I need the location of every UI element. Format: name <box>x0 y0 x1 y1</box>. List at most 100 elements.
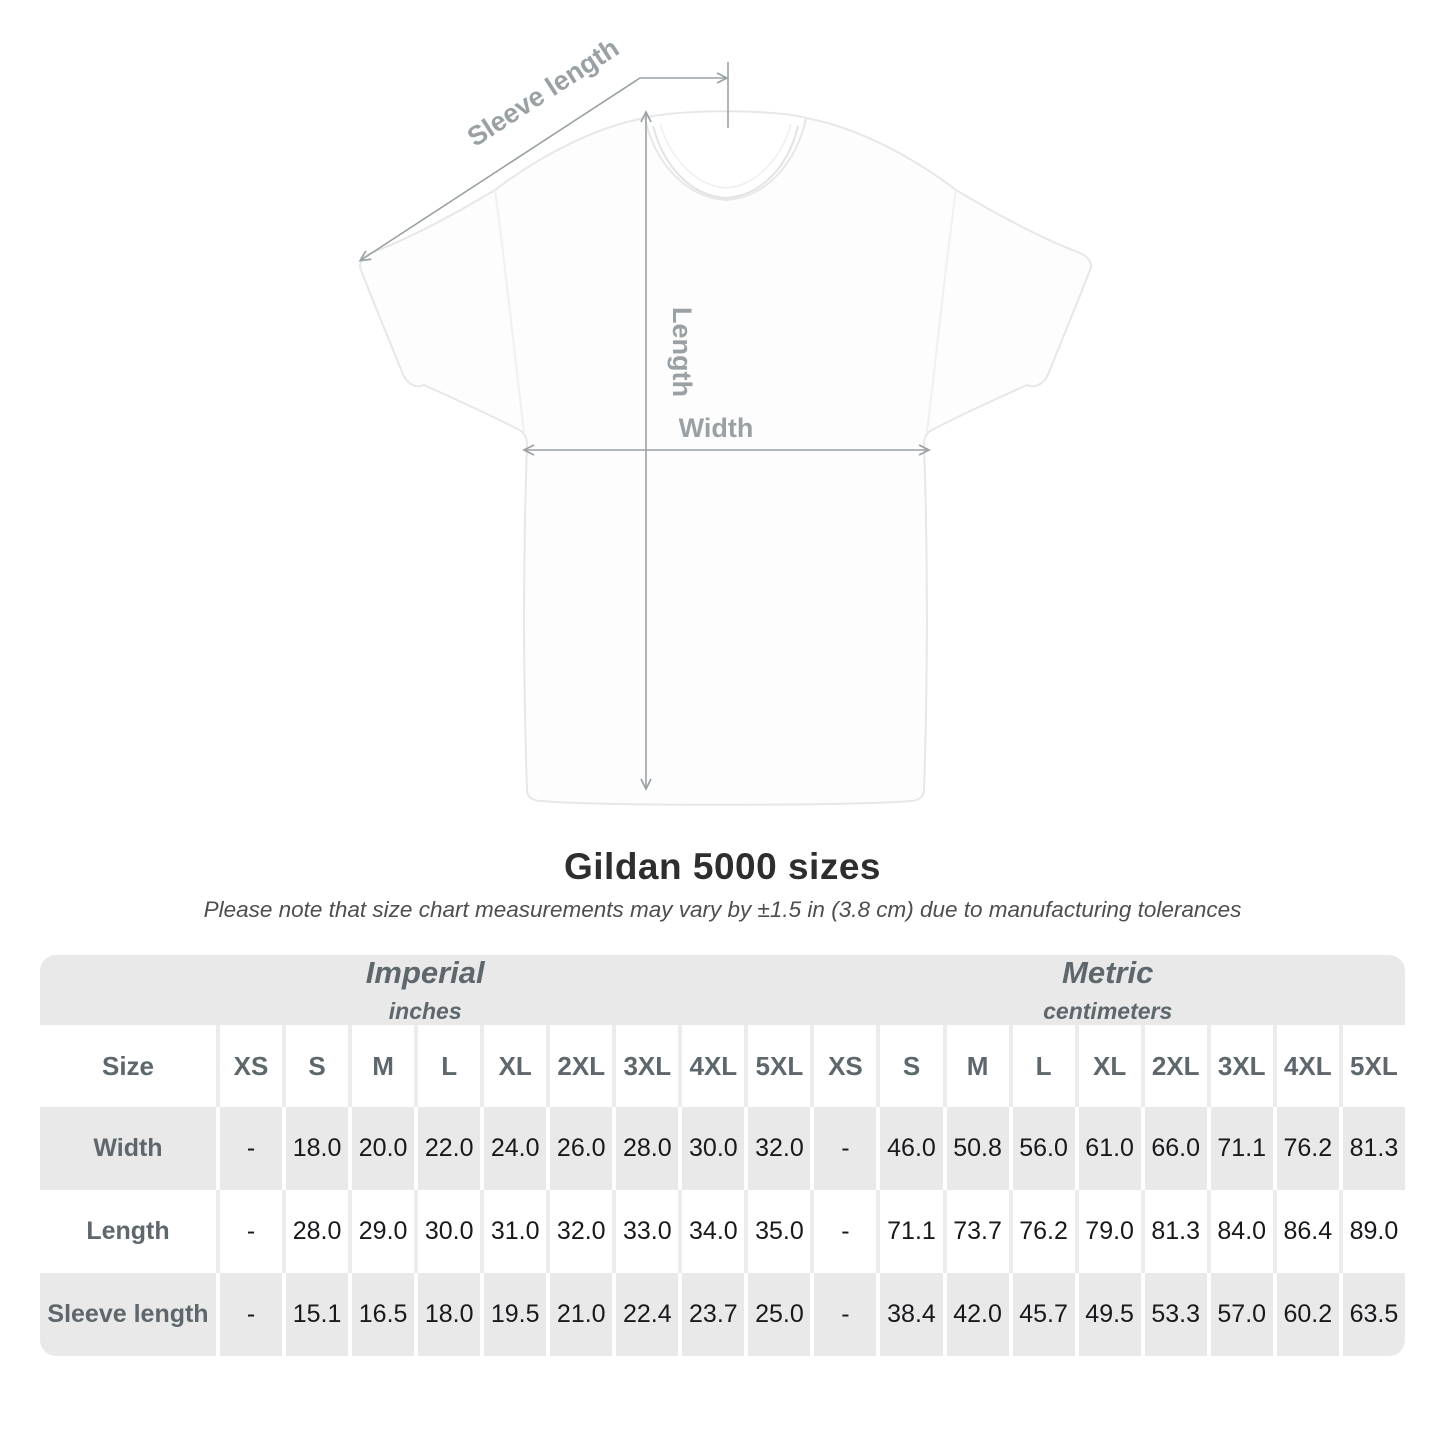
size-col-header: XL <box>1074 1025 1141 1107</box>
width-label: Width <box>679 413 754 443</box>
size-col-header: 4XL <box>678 1025 745 1107</box>
measurement-value-cell: 84.0 <box>1206 1190 1273 1273</box>
length-label: Length <box>667 307 697 397</box>
measurement-value-cell: - <box>216 1190 283 1273</box>
measurement-value-cell: 33.0 <box>612 1190 679 1273</box>
measurement-value-cell: 26.0 <box>546 1107 613 1190</box>
measurement-row-label: Length <box>40 1190 216 1273</box>
measurement-value-cell: 66.0 <box>1140 1107 1207 1190</box>
measurement-value-cell: 53.3 <box>1140 1273 1207 1356</box>
tshirt-measurement-diagram: Sleeve length Length Width <box>358 32 1092 806</box>
size-col-header: XS <box>216 1025 283 1107</box>
size-header-row: Size XS S M L XL 2XL 3XL 4XL 5XL XS S M L XL 2XL 3XL 4XL… <box>40 1025 1405 1107</box>
measurement-value-cell: 15.1 <box>282 1273 349 1356</box>
size-column-header: Size <box>40 1025 216 1107</box>
measurement-value-cell: 76.2 <box>1008 1190 1075 1273</box>
measurement-value-cell: 30.0 <box>414 1190 481 1273</box>
measurement-value-cell: 42.0 <box>942 1273 1009 1356</box>
metric-group-title: Metric <box>1062 955 1154 990</box>
size-col-header: S <box>282 1025 349 1107</box>
measurement-value-cell: 28.0 <box>612 1107 679 1190</box>
measurement-value-cell: 18.0 <box>282 1107 349 1190</box>
measurement-value-cell: 71.1 <box>1206 1107 1273 1190</box>
unit-group-row: Imperial inches Metric centimeters <box>40 955 1405 1025</box>
measurement-value-cell: 49.5 <box>1074 1273 1141 1356</box>
imperial-group-title: Imperial <box>365 955 485 990</box>
measurement-value-cell: 57.0 <box>1206 1273 1273 1356</box>
sleeve-length-arrow <box>358 72 729 262</box>
measurement-value-cell: 35.0 <box>744 1190 811 1273</box>
imperial-group-unit: inches <box>388 998 462 1024</box>
measurement-value-cell: - <box>216 1273 283 1356</box>
size-col-header: 3XL <box>1206 1025 1273 1107</box>
measurement-value-cell: 38.4 <box>876 1273 943 1356</box>
measurement-value-cell: 50.8 <box>942 1107 1009 1190</box>
tshirt-body <box>359 117 1092 806</box>
size-col-header: XS <box>810 1025 877 1107</box>
measurement-value-cell: 29.0 <box>348 1190 415 1273</box>
size-col-header: S <box>876 1025 943 1107</box>
measurement-value-cell: 16.5 <box>348 1273 415 1356</box>
measurement-value-cell: 73.7 <box>942 1190 1009 1273</box>
measurement-value-cell: 32.0 <box>546 1190 613 1273</box>
page-title: Gildan 5000 sizes <box>563 846 881 887</box>
size-col-header: 2XL <box>1140 1025 1207 1107</box>
size-col-header: L <box>1008 1025 1075 1107</box>
measurement-value-cell: 25.0 <box>744 1273 811 1356</box>
size-col-header: XL <box>480 1025 547 1107</box>
size-col-header: 2XL <box>546 1025 613 1107</box>
tshirt-right-sleeve-seam <box>926 189 957 433</box>
measurement-row-label: Width <box>40 1107 216 1190</box>
measurement-value-cell: - <box>810 1273 877 1356</box>
size-col-header: 5XL <box>744 1025 811 1107</box>
measurement-value-cell: - <box>810 1107 877 1190</box>
measurement-value-cell: 32.0 <box>744 1107 811 1190</box>
measurement-value-cell: 22.4 <box>612 1273 679 1356</box>
measurement-value-cell: 89.0 <box>1338 1190 1405 1273</box>
measurement-value-cell: 30.0 <box>678 1107 745 1190</box>
measurement-value-cell: 22.0 <box>414 1107 481 1190</box>
measurement-value-cell: 28.0 <box>282 1190 349 1273</box>
measurement-value-cell: 34.0 <box>678 1190 745 1273</box>
measurement-value-cell: - <box>216 1107 283 1190</box>
size-col-header: 3XL <box>612 1025 679 1107</box>
measurement-value-cell: 86.4 <box>1272 1190 1339 1273</box>
measurement-row-label: Sleeve length <box>40 1273 216 1356</box>
measurement-value-cell: 20.0 <box>348 1107 415 1190</box>
tshirt-collar-top-seam <box>644 110 807 119</box>
measurement-value-cell: 21.0 <box>546 1273 613 1356</box>
metric-group-unit: centimeters <box>1043 998 1173 1024</box>
size-col-header: 5XL <box>1338 1025 1405 1107</box>
measurement-value-cell: 18.0 <box>414 1273 481 1356</box>
measurement-value-cell: 61.0 <box>1074 1107 1141 1190</box>
measurement-value-cell: 76.2 <box>1272 1107 1339 1190</box>
tolerance-note: Please note that size chart measurements… <box>203 897 1242 922</box>
measurement-value-cell: 56.0 <box>1008 1107 1075 1190</box>
measurement-value-cell: 24.0 <box>480 1107 547 1190</box>
tshirt-collar-rib-seam <box>659 123 792 189</box>
size-col-header: M <box>942 1025 1009 1107</box>
measurement-value-cell: 31.0 <box>480 1190 547 1273</box>
measurement-value-cell: 19.5 <box>480 1273 547 1356</box>
measurement-value-cell: 79.0 <box>1074 1190 1141 1273</box>
tshirt-illustration <box>359 110 1092 806</box>
metric-group-header: Metric centimeters <box>810 955 1405 1025</box>
size-col-header: L <box>414 1025 481 1107</box>
measurement-value-cell: 71.1 <box>876 1190 943 1273</box>
size-table-container: Imperial inches Metric centimeters Size … <box>40 955 1405 1356</box>
measurement-value-cell: 46.0 <box>876 1107 943 1190</box>
measurement-value-cell: 81.3 <box>1338 1107 1405 1190</box>
measurement-value-cell: 23.7 <box>678 1273 745 1356</box>
measurement-row: Length -28.0 29.0 30.0 31.0 32.0 33.0 34.0 35.0-… <box>40 1190 1405 1273</box>
measurement-row: Sleeve length -15.1 16.5 18.0 19.5 21.0 22.4 23… <box>40 1273 1405 1356</box>
size-col-header: 4XL <box>1272 1025 1339 1107</box>
measurement-value-cell: 63.5 <box>1338 1273 1405 1356</box>
measurement-value-cell: 60.2 <box>1272 1273 1339 1356</box>
size-table: Imperial inches Metric centimeters Size … <box>40 955 1405 1356</box>
size-col-header: M <box>348 1025 415 1107</box>
measurement-value-cell: 45.7 <box>1008 1273 1075 1356</box>
imperial-group-header: Imperial inches <box>40 955 811 1025</box>
measurement-row: Width -18.0 20.0 22.0 24.0 26.0 28.0 30.0 32.0-4… <box>40 1107 1405 1190</box>
measurement-value-cell: 81.3 <box>1140 1190 1207 1273</box>
